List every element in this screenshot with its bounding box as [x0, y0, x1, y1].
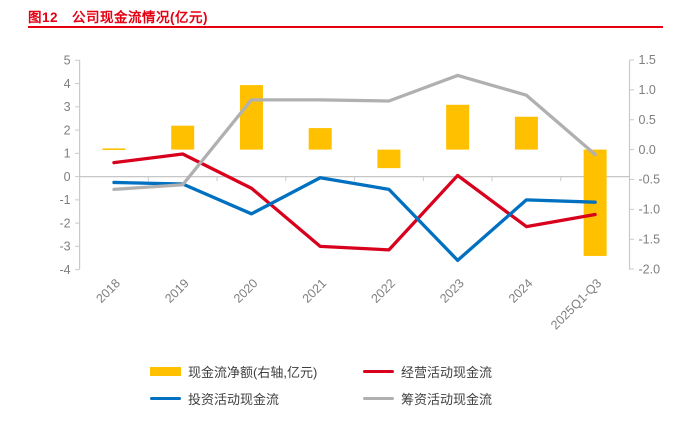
- bar-2019: [171, 125, 195, 150]
- left-axis-tick-label: -1: [59, 193, 70, 207]
- operating-line-swatch: [363, 369, 394, 374]
- left-axis-tick-label: -3: [59, 240, 70, 254]
- bar-2023: [446, 104, 470, 150]
- net-cashflow-swatch: [150, 367, 181, 376]
- bar-2024: [514, 116, 538, 150]
- left-axis-tick-label: 2: [64, 123, 71, 137]
- cashflow-combo-chart: 5 4 3 2 1 0 -1 -2 -3 -4 1.5 1.0 0.5 0.0 -0.5 -1.0 -1.5 -2…: [59, 53, 661, 332]
- left-axis-tick-label: -2: [59, 216, 70, 230]
- x-axis-label: 2019: [162, 276, 192, 306]
- left-axis-tick-label: 3: [64, 100, 71, 114]
- x-axis-label: 2024: [506, 276, 536, 306]
- figure-title: 图12 公司现金流情况(亿元): [28, 6, 663, 26]
- left-axis-tick-label: 1: [64, 147, 71, 161]
- legend-item-financing[interactable]: 筹资活动现金流: [363, 389, 492, 408]
- right-axis-tick-label: 0.5: [639, 113, 656, 127]
- right-axis-tick-label: -1.0: [639, 203, 661, 217]
- left-axis-tick-label: 0: [64, 170, 71, 184]
- x-axis-label: 2022: [368, 276, 398, 306]
- legend-label: 筹资活动现金流: [401, 392, 493, 407]
- x-axis-label: 2020: [231, 276, 261, 306]
- investing-line-swatch: [150, 396, 181, 401]
- left-axis-tick-label: 5: [64, 54, 71, 68]
- line-经营活动现金流: [112, 152, 597, 252]
- legend-label: 现金流净额(右轴,亿元): [188, 365, 318, 380]
- bar-2018: [102, 148, 126, 151]
- figure-number: 图12: [28, 10, 59, 25]
- x-axis-label: 2023: [437, 276, 467, 306]
- left-axis-tick-label: 4: [64, 77, 71, 91]
- bar-2022: [377, 149, 401, 169]
- title-underline: [28, 26, 663, 28]
- legend-label: 经营活动现金流: [401, 365, 493, 380]
- x-axis-label: 2018: [94, 276, 124, 306]
- right-axis-tick-label: 0.0: [639, 143, 656, 157]
- bar-2020: [239, 85, 263, 150]
- figure-title-text: 公司现金流情况(亿元): [72, 10, 209, 25]
- x-axis-label: 2021: [300, 276, 330, 306]
- financing-line-swatch: [363, 396, 394, 401]
- legend-label: 投资活动现金流: [188, 392, 280, 407]
- line-筹资活动现金流: [112, 73, 597, 192]
- right-axis-tick-label: -2.0: [639, 262, 661, 276]
- right-axis-tick-label: -1.5: [639, 232, 661, 246]
- legend-item-net-cashflow[interactable]: 现金流净额(右轴,亿元): [150, 362, 317, 381]
- line-投资活动现金流: [112, 176, 597, 262]
- bar-2021: [308, 128, 332, 150]
- left-axis-tick-label: -4: [59, 263, 70, 277]
- legend-item-investing[interactable]: 投资活动现金流: [150, 389, 279, 408]
- right-axis-tick-label: 1.0: [639, 83, 656, 97]
- right-axis-tick-label: 1.5: [639, 53, 656, 67]
- x-axis-label: 2025Q1-Q3: [548, 276, 604, 332]
- right-axis-tick-label: -0.5: [639, 173, 661, 187]
- legend-item-operating[interactable]: 经营活动现金流: [363, 362, 492, 381]
